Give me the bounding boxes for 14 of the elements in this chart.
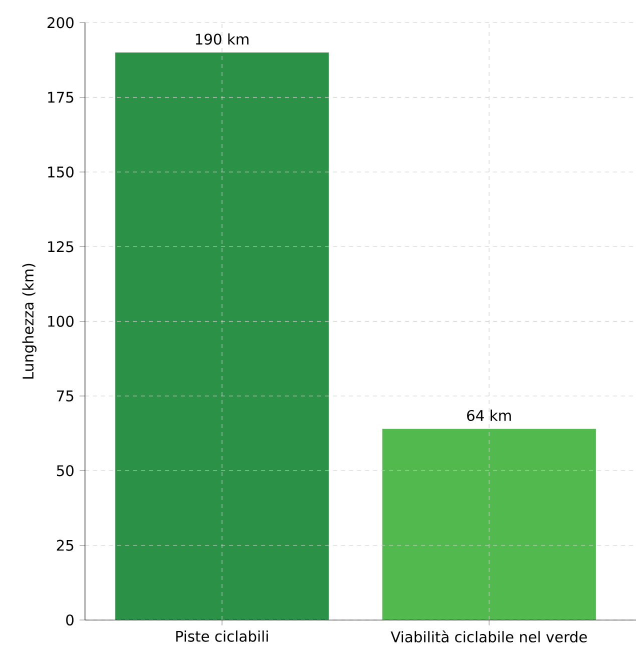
y-tick-label: 200 <box>48 17 74 28</box>
y-tick-label: 100 <box>48 316 74 327</box>
data-label: 64 km <box>467 410 511 422</box>
y-tick-label: 25 <box>56 540 74 551</box>
y-tick-label: 125 <box>48 241 74 252</box>
y-tick-label: 75 <box>57 390 74 402</box>
data-label: 190 km <box>196 33 248 45</box>
x-tick-label: Piste ciclabili <box>176 630 268 642</box>
y-tick-label: 0 <box>66 614 74 626</box>
x-tick-label: Viabilità ciclabile nel verde <box>390 630 587 642</box>
y-tick-label: 175 <box>48 92 74 103</box>
y-tick-label: 150 <box>48 166 74 178</box>
y-tick-label: 50 <box>56 465 74 476</box>
y-axis-title: Lunghezza (km) <box>22 264 36 379</box>
